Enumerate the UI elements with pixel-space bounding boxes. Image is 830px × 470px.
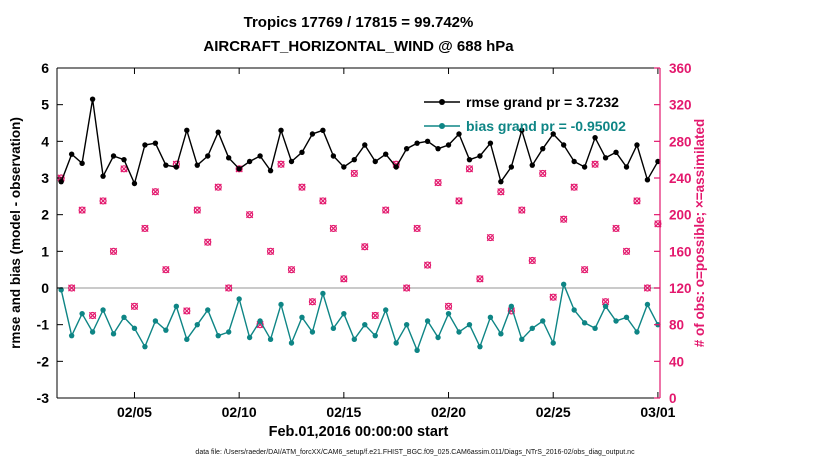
legend-item-bias: bias grand pr = -0.95002 <box>424 116 626 136</box>
legend-swatch-bias-icon <box>424 123 460 129</box>
svg-text:6: 6 <box>41 60 49 76</box>
svg-text:02/10: 02/10 <box>222 404 257 420</box>
svg-text:02/15: 02/15 <box>326 404 361 420</box>
svg-text:3: 3 <box>41 170 49 186</box>
svg-text:-2: -2 <box>37 353 50 369</box>
svg-text:03/01: 03/01 <box>640 404 675 420</box>
svg-text:360: 360 <box>669 61 692 76</box>
svg-text:-3: -3 <box>37 390 50 406</box>
svg-text:280: 280 <box>669 134 692 149</box>
svg-text:02/25: 02/25 <box>536 404 571 420</box>
svg-text:240: 240 <box>669 171 692 186</box>
plot-subtitle: AIRCRAFT_HORIZONTAL_WIND @ 688 hPa <box>203 38 514 55</box>
y-axis-label-left: rmse and bias (model - observation) <box>8 117 23 349</box>
svg-text:200: 200 <box>669 208 692 223</box>
svg-text:5: 5 <box>41 97 49 113</box>
svg-text:2: 2 <box>41 207 49 223</box>
svg-text:40: 40 <box>669 354 684 369</box>
svg-text:1: 1 <box>41 243 49 259</box>
svg-text:320: 320 <box>669 98 692 113</box>
legend-swatch-rmse-icon <box>424 99 460 105</box>
legend-label-rmse: rmse grand pr = 3.7232 <box>466 94 619 110</box>
svg-text:0: 0 <box>41 280 49 296</box>
legend-label-bias: bias grand pr = -0.95002 <box>466 118 626 134</box>
y-axis-label-right: # of obs: o=possible; ×=assimilated <box>692 118 707 348</box>
svg-text:4: 4 <box>41 133 49 149</box>
legend-item-rmse: rmse grand pr = 3.7232 <box>424 92 626 112</box>
svg-text:120: 120 <box>669 281 692 296</box>
data-file-path: data file: /Users/raeder/DAI/ATM_forcXX/… <box>195 449 635 456</box>
svg-text:0: 0 <box>669 391 677 406</box>
svg-text:80: 80 <box>669 318 684 333</box>
plot-title: Tropics 17769 / 17815 = 99.742% <box>243 14 474 31</box>
svg-text:02/05: 02/05 <box>117 404 152 420</box>
x-axis-label: Feb.01,2016 00:00:00 start <box>268 424 449 440</box>
legend: rmse grand pr = 3.7232 bias grand pr = -… <box>424 92 626 136</box>
svg-text:160: 160 <box>669 244 692 259</box>
svg-text:02/20: 02/20 <box>431 404 466 420</box>
svg-text:-1: -1 <box>37 317 50 333</box>
